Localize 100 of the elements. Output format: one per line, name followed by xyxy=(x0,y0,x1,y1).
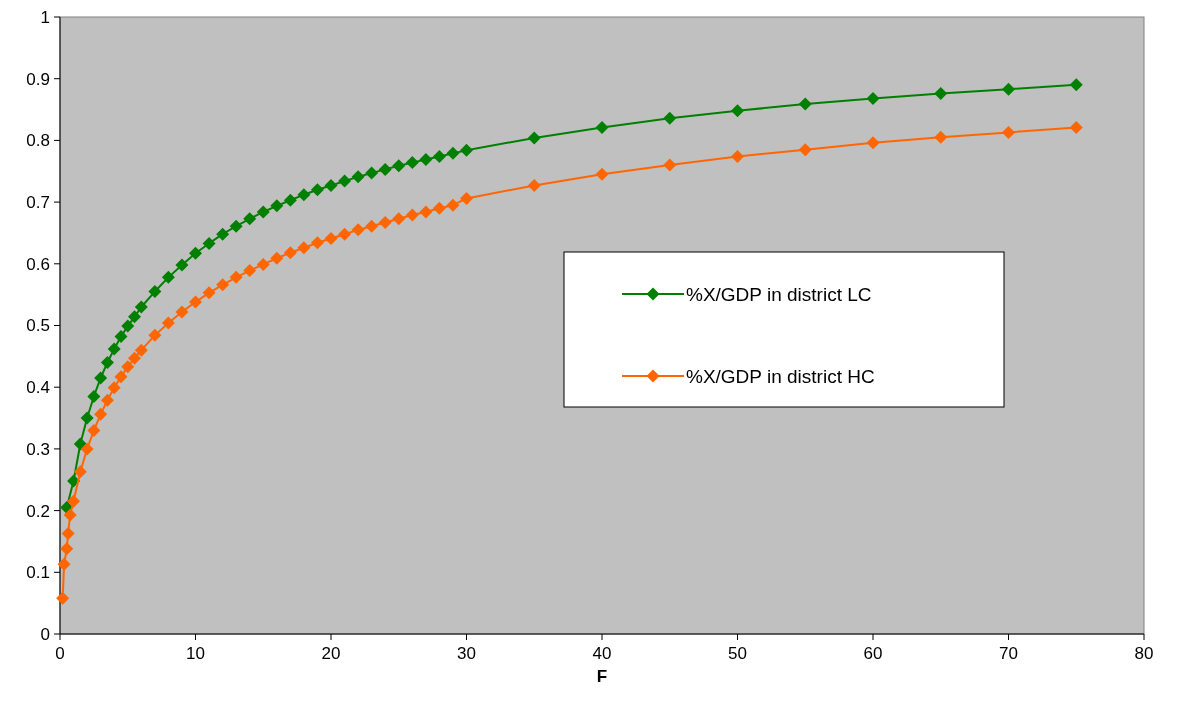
point xyxy=(446,146,460,160)
point xyxy=(63,508,77,522)
point xyxy=(148,328,162,342)
point xyxy=(175,305,189,319)
point xyxy=(161,316,175,330)
x-tick-label: 70 xyxy=(999,644,1018,663)
point xyxy=(114,330,128,344)
point xyxy=(866,136,880,150)
y-tick-label: 1 xyxy=(40,7,50,27)
y-tick-label: 0.1 xyxy=(26,563,50,583)
point xyxy=(297,188,311,202)
point xyxy=(175,258,189,272)
y-tick-label: 0.7 xyxy=(26,193,50,213)
point xyxy=(1069,78,1083,92)
point xyxy=(365,166,379,180)
x-axis-title: F xyxy=(596,667,608,686)
point xyxy=(256,205,270,219)
point xyxy=(1069,120,1083,134)
point xyxy=(114,370,128,384)
point xyxy=(798,97,812,111)
point xyxy=(61,526,75,540)
point xyxy=(189,295,202,309)
x-tick-label: 30 xyxy=(457,644,476,663)
point xyxy=(324,232,338,245)
y-tick-label: 0.4 xyxy=(26,378,50,398)
legend-label: %X/GDP in district HC xyxy=(686,365,875,387)
point xyxy=(866,91,880,105)
x-tick-label: 40 xyxy=(592,644,612,663)
point xyxy=(405,208,419,222)
point xyxy=(378,162,392,176)
point xyxy=(419,205,433,219)
point xyxy=(351,170,365,184)
x-tick-label: 20 xyxy=(321,644,341,663)
point xyxy=(663,111,677,125)
point xyxy=(432,149,446,163)
x-tick-label: 60 xyxy=(863,644,883,663)
point xyxy=(798,143,812,157)
point xyxy=(107,342,121,356)
point xyxy=(365,219,379,233)
point xyxy=(731,104,744,118)
y-tick-label: 0 xyxy=(40,624,50,644)
point xyxy=(60,542,74,556)
point xyxy=(392,212,406,226)
y-tick-label: 0.5 xyxy=(26,316,50,336)
point xyxy=(378,215,392,229)
point xyxy=(134,300,148,314)
point xyxy=(100,356,114,370)
point xyxy=(128,351,142,365)
point xyxy=(121,319,135,333)
point xyxy=(229,219,243,233)
point xyxy=(310,183,324,197)
point xyxy=(663,158,677,172)
point xyxy=(405,156,419,170)
point xyxy=(297,241,311,255)
y-tick-label: 0.6 xyxy=(26,254,50,274)
point xyxy=(283,193,297,207)
point xyxy=(270,199,284,213)
point xyxy=(56,591,70,605)
point xyxy=(100,393,114,407)
point xyxy=(392,159,406,173)
point xyxy=(134,343,148,357)
y-tick-label: 0.3 xyxy=(26,439,50,459)
y-tick-label: 0.9 xyxy=(26,69,50,89)
point xyxy=(527,178,541,192)
point xyxy=(324,178,338,192)
point xyxy=(202,286,216,300)
point xyxy=(934,130,948,144)
point xyxy=(338,227,352,241)
point xyxy=(87,389,101,403)
point xyxy=(446,198,460,212)
point xyxy=(161,270,175,284)
y-tick-label: 0.2 xyxy=(26,501,50,521)
point xyxy=(216,227,230,241)
point xyxy=(351,223,365,237)
y-tick-label: 0.8 xyxy=(26,131,50,151)
point xyxy=(310,236,324,250)
point xyxy=(87,423,101,437)
point xyxy=(1002,82,1015,96)
point xyxy=(595,167,609,181)
x-tick-label: 50 xyxy=(728,644,747,663)
point xyxy=(229,270,243,284)
x-tick-label: 80 xyxy=(1134,644,1154,663)
point xyxy=(107,381,121,395)
point xyxy=(527,131,541,145)
point xyxy=(256,257,270,271)
point xyxy=(419,153,433,167)
legend-label: %X/GDP in district LC xyxy=(686,283,872,305)
point xyxy=(283,246,297,260)
point xyxy=(432,201,446,215)
point xyxy=(243,212,257,226)
point xyxy=(67,494,81,508)
point xyxy=(216,278,230,292)
point xyxy=(460,143,473,157)
point xyxy=(338,174,352,188)
point xyxy=(460,191,473,205)
point xyxy=(73,465,87,479)
point xyxy=(80,411,94,425)
point xyxy=(1002,125,1015,139)
point xyxy=(934,87,948,101)
point xyxy=(121,360,135,374)
